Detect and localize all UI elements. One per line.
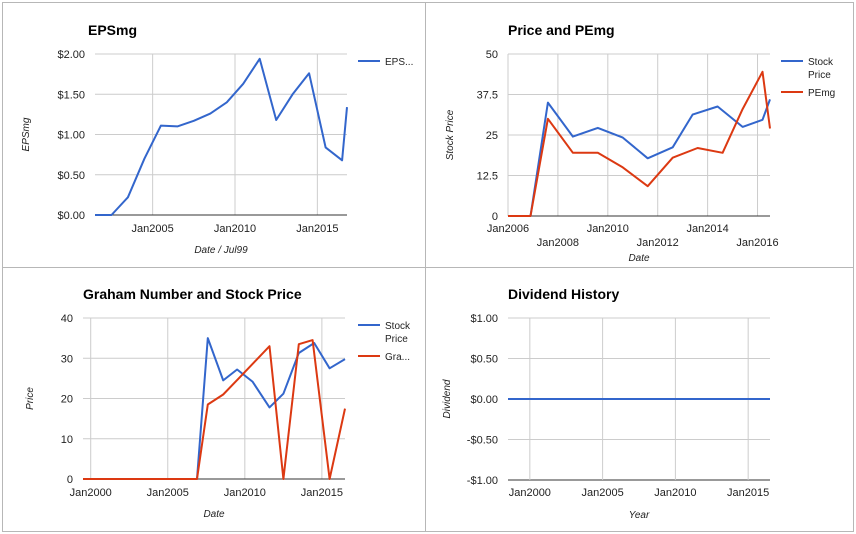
y-tick-label: $2.00	[57, 49, 85, 61]
legend-entry: Stock Price	[385, 321, 411, 345]
y-axis-label: EPSmg	[21, 117, 32, 151]
y-tick-label: 25	[486, 130, 498, 142]
epsmg-chart: EPSmg $0.00 $0.50 $1.00 $1.50 $2.00 Jan2005 Jan…	[21, 22, 413, 256]
x-tick-label: Jan2005	[147, 487, 189, 499]
x-tick-label: Jan2016	[736, 237, 778, 249]
series-line-stock-price	[83, 337, 346, 480]
series-line-stock-price	[508, 99, 771, 217]
x-axis-label: Date	[203, 509, 225, 520]
chart-panel-dividend: Dividend History -$1.00 -$0.50 $0.00 $0.50 $1…	[425, 267, 854, 532]
x-tick-label: Jan2015	[296, 223, 338, 235]
dividend-chart: Dividend History -$1.00 -$0.50 $0.00 $0.50 $1…	[442, 286, 770, 521]
y-tick-label: 20	[61, 394, 73, 406]
y-tick-label: $1.00	[470, 313, 498, 325]
x-tick-label: Jan2008	[537, 237, 579, 249]
y-axis-label: Dividend	[442, 379, 453, 418]
x-tick-label: Jan2006	[487, 223, 529, 235]
series-line-gra	[83, 339, 346, 480]
y-tick-label: $1.50	[57, 89, 85, 101]
x-tick-label: Jan2014	[687, 223, 729, 235]
x-tick-label: Jan2015	[727, 487, 769, 499]
chart-panel-price-pemg: Price and PEmg 0 12.5 25 37.5 50 Jan2006 Jan200…	[425, 2, 854, 268]
legend-entry: Gra...	[385, 352, 410, 363]
x-tick-label: Jan2010	[214, 223, 256, 235]
graham-chart: Graham Number and Stock Price 0 10 20 30 40 Ja…	[25, 286, 411, 520]
y-tick-label: $0.00	[470, 394, 498, 406]
series-line-eps	[95, 57, 348, 216]
y-tick-label: 10	[61, 434, 73, 446]
y-tick-label: 0	[492, 211, 498, 223]
x-tick-label: Jan2015	[301, 487, 343, 499]
x-tick-label: Jan2005	[132, 223, 174, 235]
y-tick-label: 40	[61, 313, 73, 325]
y-tick-label: 37.5	[477, 90, 498, 102]
y-tick-label: $0.50	[57, 170, 85, 182]
y-axis-label: Price	[25, 387, 36, 410]
y-axis-label: Stock Price	[445, 109, 456, 160]
y-tick-label: 0	[67, 474, 73, 486]
x-tick-label: Jan2010	[654, 487, 696, 499]
x-tick-label: Jan2010	[587, 223, 629, 235]
x-tick-label: Jan2000	[509, 487, 551, 499]
series-line-pemg	[508, 70, 771, 217]
chart-title: EPSmg	[88, 22, 137, 38]
y-tick-label: 50	[486, 49, 498, 61]
chart-title: Price and PEmg	[508, 22, 615, 38]
y-tick-label: $0.50	[470, 354, 498, 366]
x-axis-label: Date / Jul99	[194, 245, 248, 256]
legend-entry: EPS...	[385, 57, 413, 68]
chart-title: Graham Number and Stock Price	[83, 286, 302, 302]
y-tick-label: $1.00	[57, 130, 85, 142]
price-pemg-chart: Price and PEmg 0 12.5 25 37.5 50 Jan2006 Jan200…	[445, 22, 835, 264]
y-tick-label: $0.00	[57, 210, 85, 222]
x-tick-label: Jan2010	[224, 487, 266, 499]
y-tick-label: 30	[61, 353, 73, 365]
x-axis-label: Year	[629, 510, 650, 521]
legend-entry: PEmg	[808, 88, 835, 99]
chart-panel-epsmg: EPSmg $0.00 $0.50 $1.00 $1.50 $2.00 Jan2005 Jan…	[2, 2, 426, 268]
legend-entry: Stock Price	[808, 57, 834, 81]
chart-panel-graham: Graham Number and Stock Price 0 10 20 30 40 Ja…	[2, 267, 426, 532]
y-tick-label: -$0.50	[467, 435, 498, 447]
x-tick-label: Jan2005	[582, 487, 624, 499]
chart-title: Dividend History	[508, 286, 619, 302]
y-tick-label: 12.5	[477, 171, 498, 183]
x-axis-label: Date	[628, 253, 650, 264]
x-tick-label: Jan2000	[70, 487, 112, 499]
x-tick-label: Jan2012	[637, 237, 679, 249]
y-tick-label: -$1.00	[467, 475, 498, 487]
